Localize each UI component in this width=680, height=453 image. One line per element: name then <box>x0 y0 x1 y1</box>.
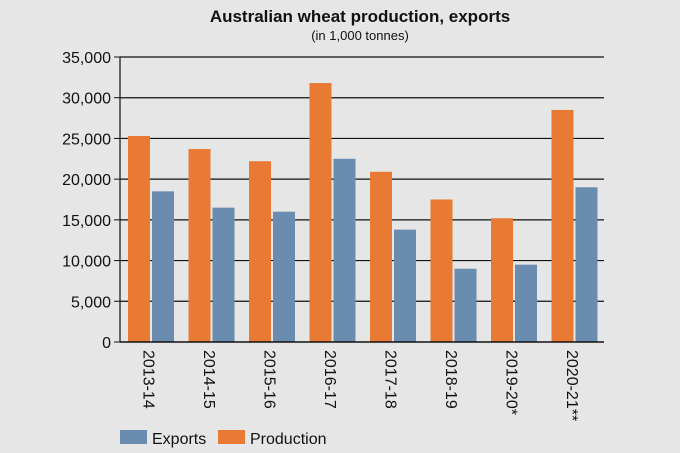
y-tick-label: 30,000 <box>62 91 111 108</box>
x-tick-label: 2014-15 <box>200 350 217 409</box>
bar-production-2015-16 <box>249 161 271 342</box>
bar-production-2016-17 <box>309 83 332 343</box>
y-tick-label: 15,000 <box>62 213 111 230</box>
chart-subtitle: (in 1,000 tonnes) <box>311 28 409 43</box>
x-tick-label: 2015-16 <box>260 350 277 409</box>
y-tick-label: 10,000 <box>62 254 111 271</box>
bar-production-2019-20* <box>491 218 513 342</box>
legend-swatch-exports <box>120 430 147 444</box>
bar-exports-2018-19 <box>454 268 477 342</box>
bar-production-2017-18 <box>370 171 392 342</box>
bar-exports-2015-16 <box>273 211 295 342</box>
x-axis-tick-labels: 2013-14 2014-15 2015-16 2016-17 2017-18 2018-… <box>139 350 580 421</box>
legend: Exports Production <box>120 430 327 448</box>
legend-label-exports: Exports <box>152 431 206 448</box>
bar-production-2018-19 <box>430 199 453 342</box>
legend-label-production: Production <box>250 431 327 448</box>
bar-production-2013-14 <box>128 135 150 342</box>
x-tick-label: 2013-14 <box>139 350 156 409</box>
axes <box>119 57 604 343</box>
bar-exports-2019-20* <box>515 264 537 342</box>
x-tick-label: 2018-19 <box>442 350 459 409</box>
x-tick-label: 2019-20* <box>502 350 519 415</box>
x-tick-label: 2016-17 <box>321 350 338 409</box>
x-tick-label: 2017-18 <box>381 350 398 409</box>
y-tick-label: 0 <box>102 335 111 352</box>
bar-production-2020-21** <box>551 109 574 342</box>
y-tick-label: 35,000 <box>62 50 111 67</box>
chart-title: Australian wheat production, exports <box>210 7 510 26</box>
bar-exports-2017-18 <box>394 229 416 342</box>
bars <box>128 83 598 343</box>
bar-exports-2014-15 <box>212 207 235 342</box>
legend-swatch-production <box>218 430 245 444</box>
bar-exports-2016-17 <box>333 158 356 342</box>
y-tick-label: 25,000 <box>62 131 111 148</box>
x-tick-label: 2020-21** <box>563 350 580 421</box>
y-tick-label: 20,000 <box>62 172 111 189</box>
bar-exports-2013-14 <box>152 191 174 342</box>
y-axis-tick-labels: 0 5,000 10,000 15,000 20,000 25,000 30,000 35,0… <box>62 50 111 352</box>
y-tick-label: 5,000 <box>71 294 111 311</box>
bar-exports-2020-21** <box>575 187 598 342</box>
bar-production-2014-15 <box>188 149 211 342</box>
